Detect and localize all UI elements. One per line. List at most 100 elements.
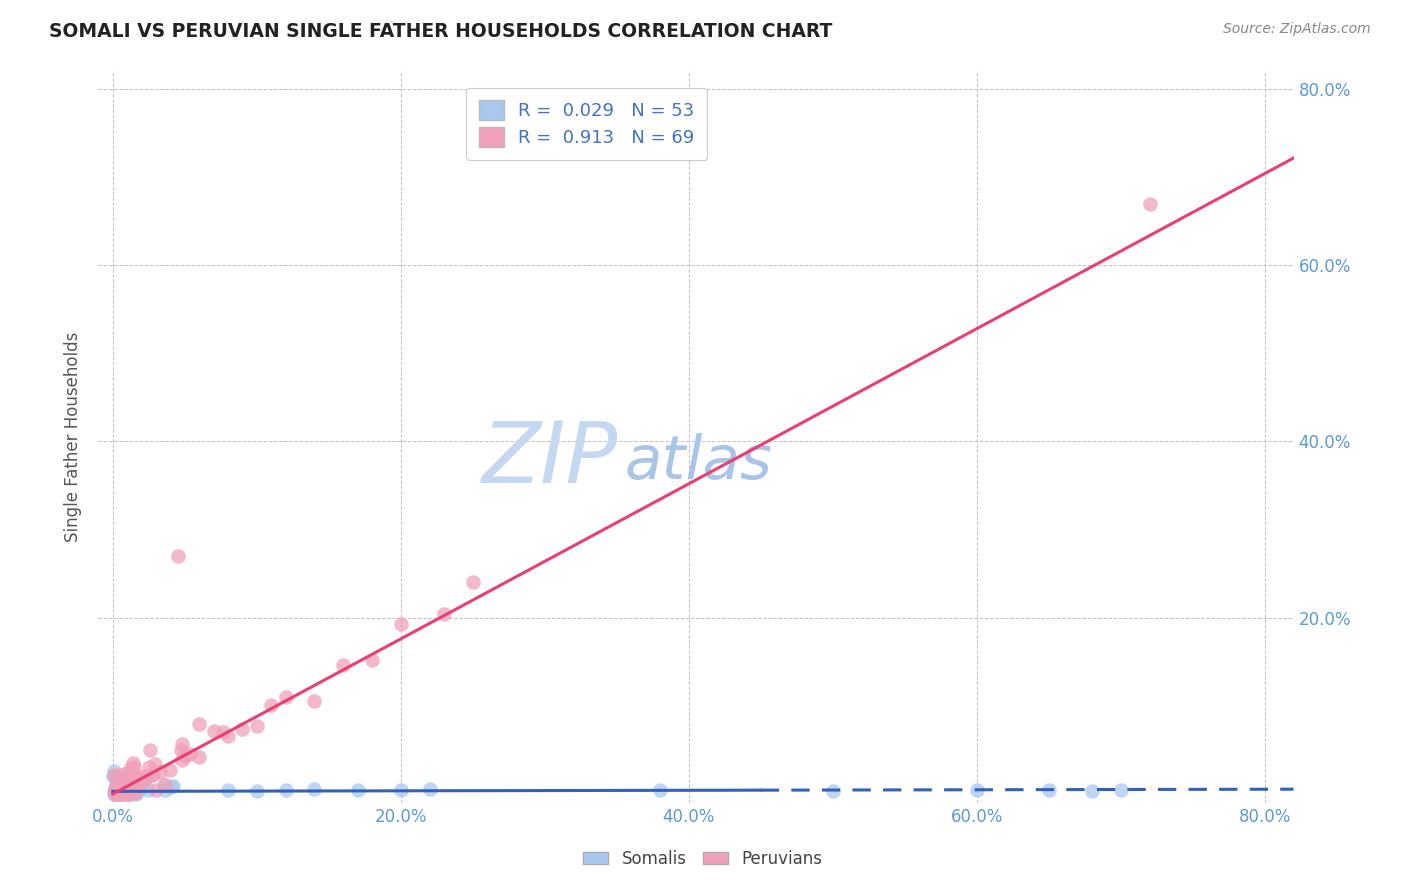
Legend: R =  0.029   N = 53, R =  0.913   N = 69: R = 0.029 N = 53, R = 0.913 N = 69	[465, 87, 707, 160]
Point	[138, 760, 160, 774]
Point	[304, 781, 326, 796]
Point	[115, 776, 138, 790]
Point	[246, 784, 269, 798]
Point	[125, 786, 148, 800]
Point	[117, 787, 139, 801]
Point	[114, 779, 136, 793]
Point	[188, 750, 211, 764]
Point	[121, 784, 143, 798]
Point	[1038, 782, 1060, 797]
Point	[115, 766, 138, 780]
Point	[173, 748, 195, 763]
Point	[118, 774, 141, 789]
Point	[139, 743, 162, 757]
Point	[104, 787, 127, 801]
Point	[111, 787, 134, 801]
Point	[389, 782, 412, 797]
Point	[821, 784, 844, 798]
Point	[105, 775, 128, 789]
Point	[141, 767, 163, 781]
Point	[128, 777, 150, 791]
Point	[1081, 784, 1104, 798]
Point	[274, 690, 297, 704]
Point	[246, 718, 269, 732]
Point	[105, 786, 128, 800]
Point	[104, 787, 127, 801]
Point	[179, 747, 201, 761]
Point	[231, 722, 253, 736]
Point	[105, 773, 128, 788]
Point	[110, 786, 132, 800]
Point	[361, 653, 384, 667]
Point	[122, 759, 145, 773]
Point	[121, 773, 143, 788]
Point	[115, 781, 138, 796]
Point	[111, 780, 134, 795]
Point	[108, 787, 131, 801]
Point	[103, 764, 125, 778]
Point	[648, 783, 671, 797]
Point	[166, 549, 188, 563]
Point	[136, 783, 159, 797]
Point	[433, 607, 456, 621]
Point	[1139, 196, 1161, 211]
Point	[132, 773, 155, 788]
Point	[108, 767, 131, 781]
Point	[217, 729, 239, 743]
Point	[159, 763, 181, 777]
Point	[260, 698, 283, 712]
Point	[103, 785, 125, 799]
Y-axis label: Single Father Households: Single Father Households	[65, 332, 83, 542]
Point	[122, 786, 145, 800]
Point	[124, 780, 146, 795]
Point	[107, 785, 129, 799]
Point	[117, 774, 139, 789]
Text: atlas: atlas	[624, 434, 772, 492]
Point	[107, 784, 129, 798]
Point	[188, 716, 211, 731]
Point	[155, 778, 177, 792]
Point	[103, 768, 125, 782]
Point	[112, 785, 135, 799]
Point	[111, 782, 134, 797]
Point	[118, 784, 141, 798]
Point	[170, 737, 193, 751]
Point	[114, 786, 136, 800]
Point	[1109, 783, 1132, 797]
Point	[105, 782, 128, 797]
Point	[112, 772, 135, 786]
Text: ZIP: ZIP	[482, 417, 619, 500]
Point	[115, 787, 138, 801]
Point	[128, 782, 150, 797]
Point	[110, 785, 132, 799]
Point	[108, 779, 131, 793]
Point	[127, 769, 149, 783]
Point	[120, 780, 142, 794]
Point	[121, 779, 143, 793]
Point	[304, 694, 326, 708]
Point	[118, 782, 141, 797]
Point	[134, 769, 156, 783]
Legend: Somalis, Peruvians: Somalis, Peruvians	[576, 844, 830, 875]
Point	[145, 782, 167, 797]
Point	[170, 753, 193, 767]
Point	[108, 787, 131, 801]
Point	[153, 778, 176, 792]
Point	[104, 781, 127, 796]
Point	[274, 783, 297, 797]
Text: Source: ZipAtlas.com: Source: ZipAtlas.com	[1223, 22, 1371, 37]
Point	[121, 756, 143, 770]
Point	[104, 780, 127, 795]
Point	[143, 757, 166, 772]
Point	[105, 787, 128, 801]
Point	[170, 743, 193, 757]
Point	[389, 616, 412, 631]
Point	[966, 783, 988, 797]
Point	[461, 574, 484, 589]
Point	[120, 761, 142, 775]
Point	[107, 778, 129, 792]
Point	[419, 781, 441, 796]
Point	[103, 787, 125, 801]
Point	[211, 725, 233, 739]
Point	[131, 780, 153, 794]
